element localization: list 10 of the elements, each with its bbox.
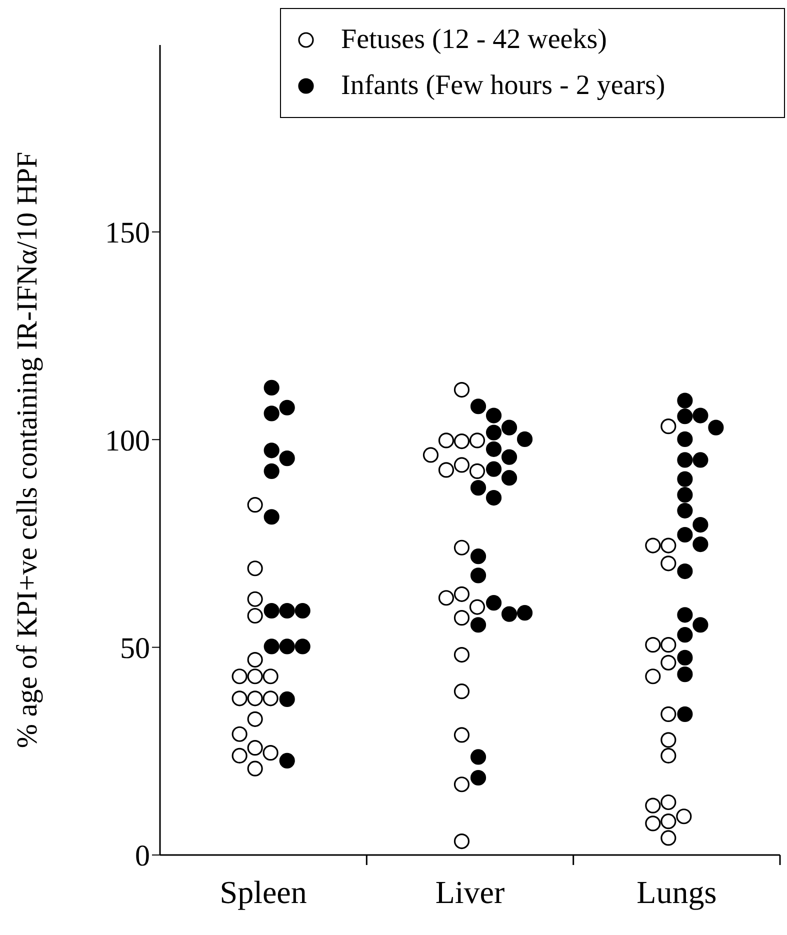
y-tick-label: 150 xyxy=(105,216,150,250)
y-tick-label: 50 xyxy=(120,632,150,665)
x-tick-label: Liver xyxy=(435,874,505,910)
y-tick-label: 0 xyxy=(135,840,150,873)
x-tick-label: Lungs xyxy=(636,874,717,910)
legend-label: Fetuses (12 - 42 weeks) xyxy=(341,24,607,56)
legend-label: Infants (Few hours - 2 years) xyxy=(341,70,666,102)
x-tick-label: Spleen xyxy=(220,874,307,910)
y-axis-title: % age of KPI+ve cells containing IR-IFNα/10 HPF xyxy=(12,152,44,748)
y-tick-label: 100 xyxy=(105,424,150,458)
